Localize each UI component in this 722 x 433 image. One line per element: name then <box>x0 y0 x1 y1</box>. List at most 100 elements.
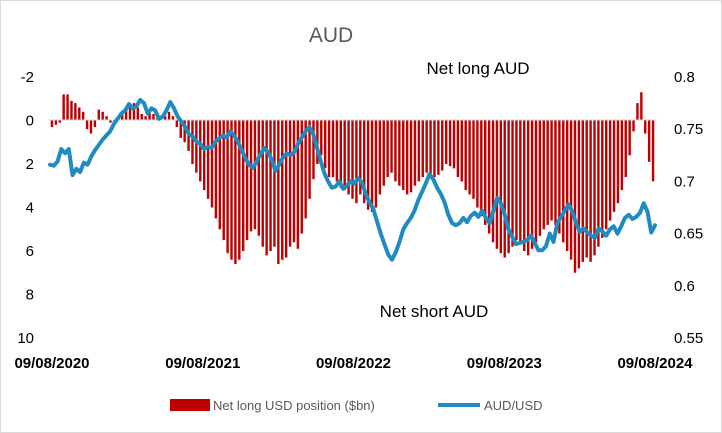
annotation-net-long: Net long AUD <box>427 59 530 78</box>
bar-37 <box>195 120 198 173</box>
bar-46 <box>230 120 233 260</box>
bar-119 <box>515 120 518 241</box>
left-tick-label-4: 6 <box>26 243 34 260</box>
bar-77 <box>351 120 354 199</box>
bar-125 <box>538 120 542 236</box>
bar-116 <box>503 120 506 258</box>
bar-99 <box>437 120 440 175</box>
left-tick-label-3: 4 <box>26 200 34 217</box>
bar-95 <box>421 120 424 178</box>
bar-147 <box>624 120 627 178</box>
bar-103 <box>452 120 456 169</box>
bar-87 <box>390 120 393 173</box>
bar-118 <box>511 120 514 247</box>
bar-86 <box>386 120 389 178</box>
bar-18 <box>121 113 124 120</box>
bar-45 <box>226 120 229 254</box>
left-tick-label-1: 0 <box>26 113 34 130</box>
bar-111 <box>484 120 487 225</box>
bar-59 <box>281 120 284 260</box>
bar-94 <box>417 120 421 182</box>
bar-62 <box>292 120 296 243</box>
bar-130 <box>558 120 561 234</box>
bar-138 <box>589 120 592 262</box>
bar-19 <box>124 109 128 121</box>
bar-153 <box>647 120 651 162</box>
bar-24 <box>144 116 147 120</box>
bar-50 <box>245 120 249 241</box>
bar-98 <box>433 120 436 178</box>
bar-148 <box>628 120 631 156</box>
bar-106 <box>464 120 467 191</box>
bar-22 <box>136 107 140 120</box>
left-tick-label-6: 10 <box>17 330 34 347</box>
bar-52 <box>253 120 257 230</box>
x-tick-label-1: 09/08/2021 <box>165 355 240 372</box>
legend-label-line: AUD/USD <box>484 398 543 413</box>
line-series-audusd <box>48 97 657 262</box>
left-tick-label-0: -2 <box>21 69 34 86</box>
bar-48 <box>238 120 241 260</box>
bar-91 <box>405 120 409 195</box>
bar-20 <box>128 105 132 120</box>
bar-3 <box>62 94 65 120</box>
bar-110 <box>480 120 483 217</box>
bar-150 <box>636 103 639 120</box>
bar-82 <box>370 120 374 212</box>
bar-120 <box>519 120 522 245</box>
bar-75 <box>343 120 346 191</box>
bar-57 <box>273 120 276 247</box>
bar-32 <box>175 120 179 128</box>
bar-145 <box>616 120 620 204</box>
right-tick-label-1: 0.75 <box>674 121 703 138</box>
line-series-group <box>48 97 657 262</box>
bar-2 <box>58 120 61 123</box>
right-tick-label-3: 0.65 <box>674 226 703 243</box>
bar-146 <box>620 120 624 191</box>
bar-13 <box>101 111 104 120</box>
bar-134 <box>573 120 577 273</box>
bar-72 <box>331 120 335 178</box>
bar-135 <box>577 120 581 269</box>
bar-34 <box>183 120 186 143</box>
bar-series-group <box>50 92 655 273</box>
bar-41 <box>210 120 214 208</box>
bar-140 <box>597 120 600 247</box>
bar-141 <box>601 120 604 238</box>
bar-97 <box>429 120 432 175</box>
bar-21 <box>132 103 136 120</box>
bar-53 <box>257 120 261 236</box>
x-tick-label-4: 09/08/2024 <box>617 355 693 372</box>
bar-70 <box>323 120 327 169</box>
bar-112 <box>487 120 491 234</box>
bar-43 <box>218 120 221 230</box>
bar-113 <box>491 120 495 243</box>
bar-65 <box>304 120 307 219</box>
bar-144 <box>612 120 616 212</box>
right-tick-label-0: 0.8 <box>674 69 695 86</box>
bar-33 <box>179 120 182 138</box>
bar-79 <box>359 120 362 195</box>
x-axis: 09/08/2020 09/08/2021 09/08/2022 09/08/2023… <box>14 355 693 372</box>
bar-101 <box>444 120 448 164</box>
bar-128 <box>550 120 553 221</box>
bar-102 <box>448 120 452 167</box>
bar-121 <box>523 120 526 251</box>
bar-67 <box>312 120 315 180</box>
x-tick-label-0: 09/08/2020 <box>14 355 89 372</box>
bar-151 <box>640 92 643 120</box>
bar-60 <box>284 120 288 258</box>
bar-73 <box>335 120 339 182</box>
bar-96 <box>425 120 428 173</box>
bar-14 <box>105 116 108 120</box>
bar-26 <box>152 113 155 120</box>
bar-40 <box>206 120 210 199</box>
bar-143 <box>608 120 612 221</box>
bar-44 <box>222 120 225 241</box>
bar-31 <box>171 116 175 120</box>
bar-152 <box>644 120 647 134</box>
left-axis: -2 0 2 4 6 8 10 <box>17 69 34 347</box>
bar-129 <box>554 120 557 225</box>
bar-114 <box>495 120 499 249</box>
bar-107 <box>468 120 471 195</box>
